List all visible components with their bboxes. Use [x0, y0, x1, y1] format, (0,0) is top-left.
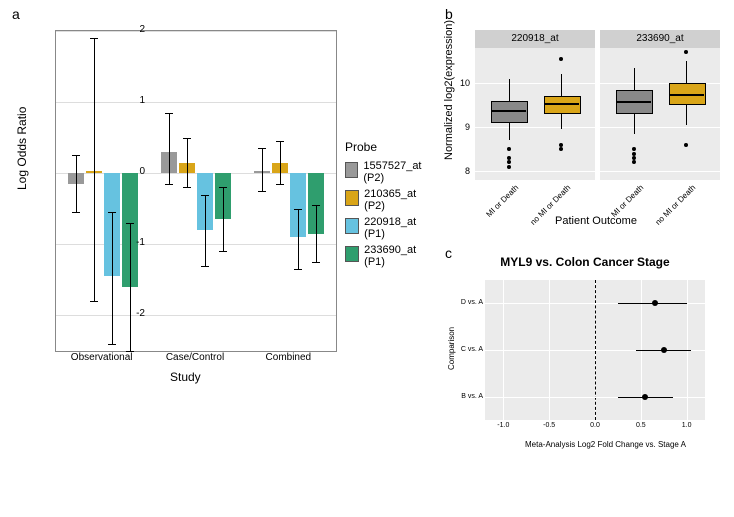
panel-a-plot-area — [55, 30, 337, 352]
facet: 220918_at — [475, 30, 595, 180]
c-ytick: C vs. A — [455, 346, 483, 353]
legend-item: 220918_at (P1) — [345, 216, 430, 240]
a-x-axis-label: Study — [170, 370, 201, 384]
a-ytick: 1 — [120, 95, 145, 106]
forest-point — [661, 347, 667, 353]
c-xtick: 0.0 — [580, 422, 610, 429]
facet: 233690_at — [600, 30, 720, 180]
c-xtick: 0.5 — [626, 422, 656, 429]
b-ytick: 8 — [455, 166, 470, 176]
c-xtick: -0.5 — [534, 422, 564, 429]
panel-a-legend: Probe 1557527_at (P2) 210365_at (P2) 22091… — [345, 140, 430, 272]
b-ytick: 10 — [455, 78, 470, 88]
a-xtick: Combined — [248, 352, 328, 363]
panel-a: Log Odds Ratio Study Probe 1557527_at (P… — [10, 10, 430, 390]
c-ytick: B vs. A — [455, 393, 483, 400]
legend-item: 233690_at (P1) — [345, 244, 430, 268]
panel-c-title: MYL9 vs. Colon Cancer Stage — [445, 255, 725, 269]
b-ytick: 9 — [455, 122, 470, 132]
a-ytick: 2 — [120, 24, 145, 35]
forest-point — [652, 300, 658, 306]
panel-b: Normalized log2(expression) Patient Outc… — [445, 10, 725, 230]
b-xtick: no MI or Death — [649, 183, 698, 232]
legend-title: Probe — [345, 140, 430, 154]
c-xtick: -1.0 — [488, 422, 518, 429]
a-ytick: -2 — [120, 308, 145, 319]
a-xtick: Case/Control — [155, 352, 235, 363]
b-y-axis-label: Normalized log2(expression) — [443, 20, 455, 160]
boxplot-box — [491, 101, 528, 123]
panel-c-plot-area — [485, 280, 705, 420]
forest-point — [642, 394, 648, 400]
b-xtick: MI or Death — [471, 183, 520, 232]
panel-c: MYL9 vs. Colon Cancer Stage Comparison M… — [445, 250, 725, 470]
c-ytick: D vs. A — [455, 299, 483, 306]
a-y-axis-label: Log Odds Ratio — [15, 107, 29, 190]
boxplot-box — [544, 96, 581, 113]
legend-item: 210365_at (P2) — [345, 188, 430, 212]
facet-strip: 233690_at — [600, 30, 720, 48]
legend-item: 1557527_at (P2) — [345, 160, 430, 184]
facet-strip: 220918_at — [475, 30, 595, 48]
c-x-axis-label: Meta-Analysis Log2 Fold Change vs. Stage… — [525, 440, 686, 449]
c-xtick: 1.0 — [672, 422, 702, 429]
a-ytick: 0 — [120, 166, 145, 177]
a-ytick: -1 — [120, 237, 145, 248]
a-xtick: Observational — [62, 352, 142, 363]
